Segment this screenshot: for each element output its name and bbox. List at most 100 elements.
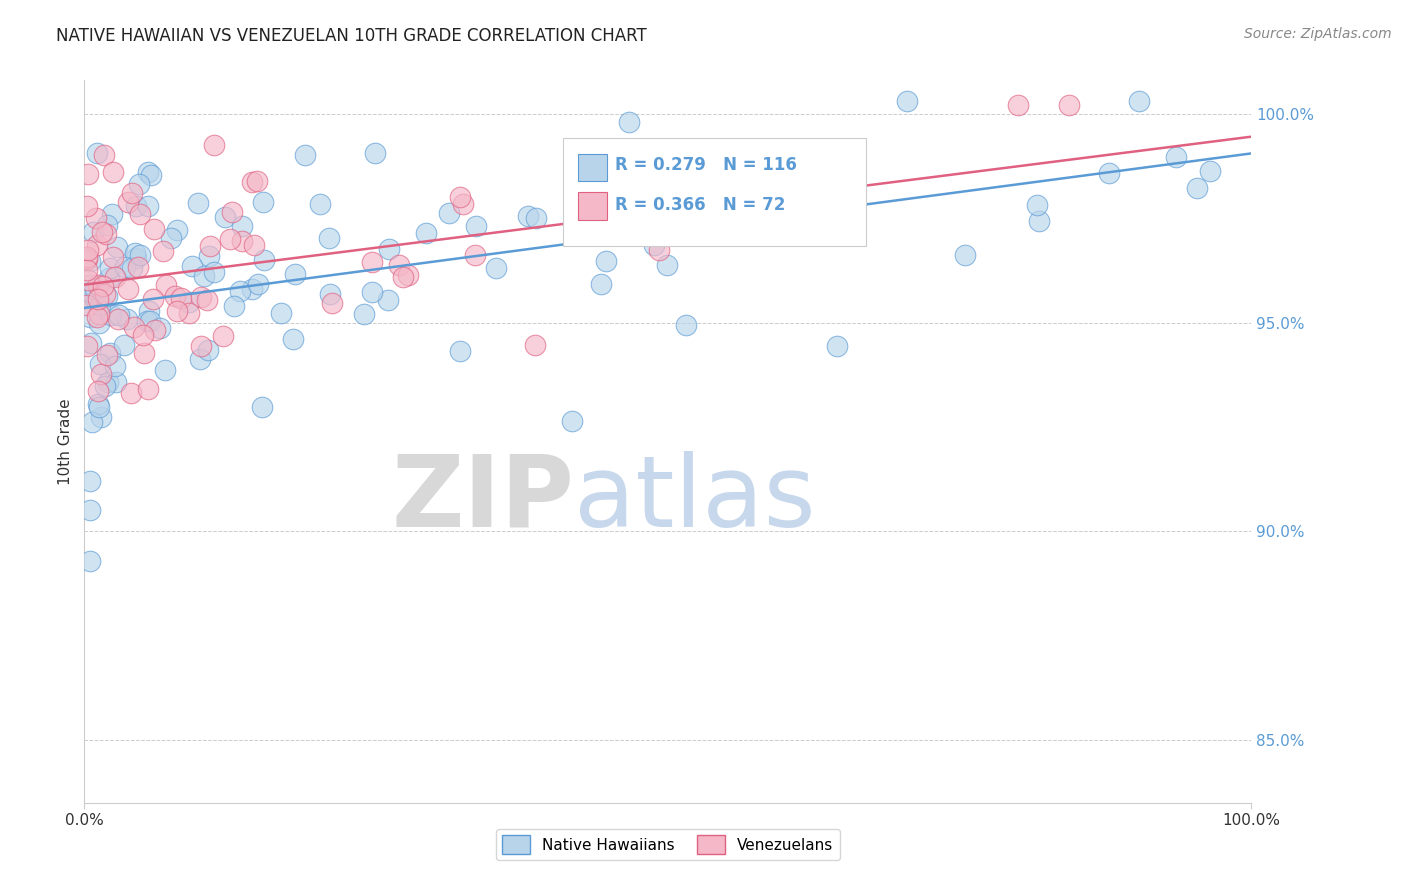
Point <box>142 293 165 307</box>
Point <box>589 277 612 291</box>
Point <box>94 379 117 393</box>
Point <box>79 553 101 567</box>
Point <box>84 211 107 225</box>
Point <box>221 205 243 219</box>
Point <box>159 231 181 245</box>
Point <box>125 251 148 265</box>
Point <box>87 292 110 306</box>
Point <box>643 237 665 252</box>
Point <box>214 210 236 224</box>
Point <box>702 221 724 235</box>
Point <box>464 219 486 233</box>
Point <box>76 243 98 257</box>
Point <box>79 278 101 293</box>
Point <box>281 332 304 346</box>
Point <box>655 258 678 272</box>
Point <box>388 258 411 272</box>
Point <box>108 308 131 322</box>
FancyBboxPatch shape <box>562 138 866 246</box>
Text: Source: ZipAtlas.com: Source: ZipAtlas.com <box>1244 27 1392 41</box>
Point <box>104 269 127 284</box>
Point <box>896 94 918 108</box>
Point <box>619 115 641 129</box>
Text: R = 0.279   N = 116: R = 0.279 N = 116 <box>616 156 797 174</box>
Point <box>79 310 101 324</box>
Point <box>240 175 263 189</box>
Point <box>353 307 375 321</box>
Point <box>86 384 108 398</box>
Point <box>212 329 235 343</box>
Point <box>131 328 153 343</box>
Point <box>79 254 101 268</box>
Point <box>105 240 128 254</box>
Point <box>360 254 382 268</box>
Point <box>318 286 340 301</box>
Point <box>364 145 387 160</box>
Point <box>89 357 111 371</box>
Point <box>125 198 148 212</box>
Point <box>136 164 159 178</box>
Point <box>153 363 176 377</box>
Point <box>246 277 269 292</box>
Point <box>523 338 546 352</box>
Point <box>107 312 129 326</box>
Point <box>231 219 253 234</box>
Point <box>1057 98 1080 112</box>
Point <box>246 173 269 187</box>
Point <box>138 382 160 396</box>
Point <box>98 346 121 360</box>
Point <box>120 386 142 401</box>
Point <box>139 313 162 327</box>
Point <box>84 282 107 296</box>
Point <box>114 260 136 274</box>
Point <box>839 227 862 241</box>
Point <box>1026 198 1049 212</box>
Point <box>117 194 139 209</box>
Point <box>253 253 276 268</box>
Point <box>128 206 150 220</box>
Point <box>127 260 149 274</box>
Point <box>143 323 166 337</box>
Point <box>1187 180 1209 194</box>
Point <box>115 311 138 326</box>
Point <box>595 220 617 235</box>
Point <box>105 375 128 389</box>
Text: R = 0.366   N = 72: R = 0.366 N = 72 <box>616 195 786 213</box>
Text: ZIP: ZIP <box>392 450 575 548</box>
Point <box>80 415 103 429</box>
Point <box>136 314 159 328</box>
Point <box>80 336 103 351</box>
Point <box>87 316 110 330</box>
Point <box>250 400 273 414</box>
Point <box>197 343 219 358</box>
Point <box>1166 150 1188 164</box>
Point <box>86 238 108 252</box>
Point <box>1028 214 1050 228</box>
Point <box>1128 94 1150 108</box>
Point <box>94 287 117 301</box>
Point <box>165 289 187 303</box>
Point <box>86 146 108 161</box>
Point <box>202 265 225 279</box>
Point <box>136 199 159 213</box>
Point <box>242 237 264 252</box>
Point <box>89 307 111 321</box>
Point <box>270 306 292 320</box>
Point <box>200 239 222 253</box>
Point <box>128 178 150 192</box>
Point <box>1098 166 1121 180</box>
Point <box>202 138 225 153</box>
Point <box>76 263 98 277</box>
Point <box>318 231 340 245</box>
Point <box>86 310 108 325</box>
FancyBboxPatch shape <box>578 193 607 219</box>
Point <box>181 260 204 274</box>
Point <box>415 226 437 240</box>
Point <box>155 278 177 293</box>
Point <box>138 304 160 318</box>
Point <box>198 249 221 263</box>
Point <box>166 223 188 237</box>
Point <box>76 199 98 213</box>
Point <box>90 410 112 425</box>
Point <box>76 250 98 264</box>
